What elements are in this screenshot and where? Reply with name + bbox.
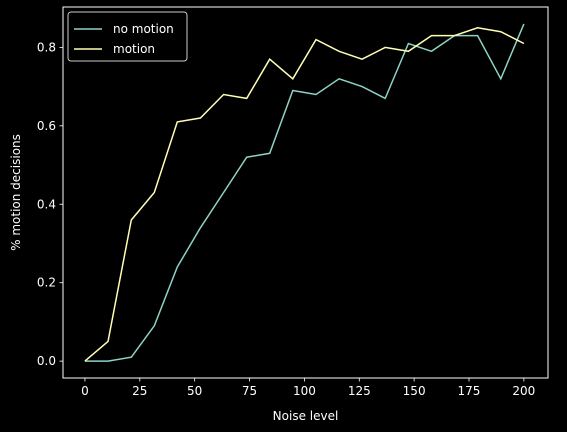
y-tick-label: 0.8: [37, 40, 56, 54]
x-tick-label: 50: [187, 384, 202, 398]
x-axis: 0 25 50 75 100 125 150 175 200: [81, 378, 535, 398]
y-axis-label: % motion decisions: [9, 134, 23, 251]
x-tick-label: 150: [403, 384, 426, 398]
x-tick-label: 75: [242, 384, 257, 398]
series-line-motion: [84, 27, 525, 362]
legend-label-motion: motion: [113, 42, 155, 56]
y-axis: 0.0 0.2 0.4 0.6 0.8: [37, 40, 63, 368]
x-tick-label: 175: [458, 384, 481, 398]
x-tick-label: 200: [512, 384, 535, 398]
x-tick-label: 125: [348, 384, 371, 398]
series-line-no-motion: [84, 23, 525, 362]
x-axis-label: Noise level: [273, 409, 339, 423]
y-tick-label: 0.2: [37, 276, 56, 290]
legend: no motion motion: [67, 11, 188, 62]
x-tick-label: 0: [81, 384, 89, 398]
x-tick-label: 100: [293, 384, 316, 398]
y-tick-label: 0.0: [37, 354, 56, 368]
y-tick-label: 0.6: [37, 119, 56, 133]
x-tick-label: 25: [132, 384, 147, 398]
y-tick-label: 0.4: [37, 197, 56, 211]
legend-label-no-motion: no motion: [113, 22, 174, 36]
series-layer: [84, 23, 525, 362]
plot-area: [62, 6, 549, 379]
